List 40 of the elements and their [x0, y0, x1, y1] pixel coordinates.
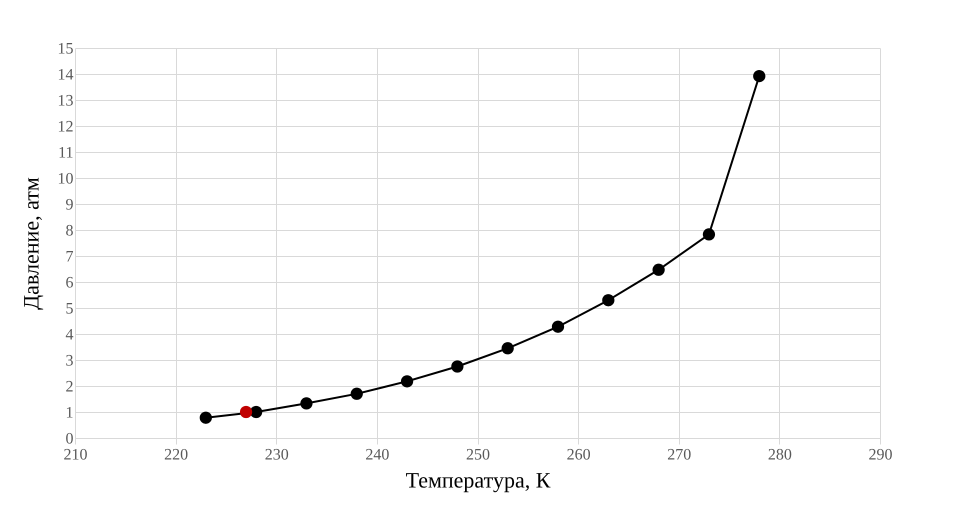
x-tick-label: 210: [64, 446, 88, 464]
point: [602, 294, 614, 306]
point: [350, 388, 363, 400]
point: [753, 70, 766, 82]
y-tick-label: 2: [66, 378, 74, 396]
y-tick-label: 11: [58, 144, 74, 162]
y-tick-label: 14: [58, 66, 74, 84]
y-tick-label: 4: [66, 326, 74, 344]
x-tick-label: 220: [164, 446, 188, 464]
point: [502, 342, 514, 354]
y-tick-label: 1: [66, 404, 74, 422]
x-tick-label: 230: [264, 446, 289, 464]
y-tick-label: 5: [66, 300, 74, 318]
y-tick-label: 12: [58, 118, 74, 136]
y-tick-label: 3: [66, 352, 74, 370]
x-tick-label: 260: [566, 446, 591, 464]
point: [702, 228, 716, 241]
point: [652, 264, 665, 276]
y-tick-label: 7: [66, 248, 74, 266]
point: [451, 360, 464, 373]
point: [250, 406, 262, 418]
x-tick-label: 240: [365, 446, 390, 464]
y-tick-label: 6: [66, 274, 74, 292]
y-tick-label: 9: [66, 196, 74, 214]
y-axis-title: Давление, атм: [18, 177, 44, 310]
y-tick-label: 15: [58, 40, 74, 58]
y-tick-label: 0: [66, 430, 74, 448]
x-tick-label: 270: [667, 446, 692, 464]
point: [240, 406, 252, 418]
y-tick-label: 8: [66, 222, 74, 240]
point: [400, 375, 414, 388]
x-tick-label: 250: [466, 446, 490, 464]
x-tick-label: 280: [768, 446, 792, 464]
y-tick-label: 10: [58, 170, 74, 188]
y-tick-label: 13: [58, 92, 74, 110]
x-tick-label: 290: [868, 446, 892, 464]
point: [200, 412, 212, 424]
x-axis-title: Температура, К: [406, 468, 551, 492]
point: [300, 397, 313, 410]
point: [552, 320, 564, 333]
